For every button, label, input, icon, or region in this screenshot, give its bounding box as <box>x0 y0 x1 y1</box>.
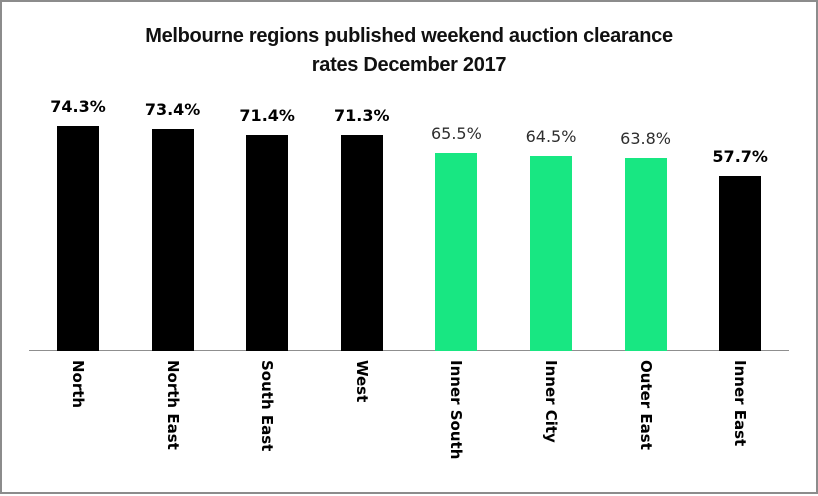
bar-inner-east <box>719 176 762 351</box>
value-label-north-east: 73.4% <box>144 100 201 119</box>
bar-west <box>340 135 383 351</box>
category-label-inner-city: Inner City <box>542 360 560 443</box>
bar-south-east <box>246 135 289 351</box>
x-axis-line <box>29 350 789 351</box>
value-label-west: 71.3% <box>334 106 390 125</box>
chart-title-line-2: rates December 2017 <box>311 54 507 76</box>
value-label-inner-south: 65.5% <box>430 124 482 143</box>
value-label-inner-city: 64.5% <box>525 127 577 146</box>
bar-outer-east <box>624 158 667 351</box>
value-label-south-east: 71.4% <box>239 106 295 125</box>
value-label-outer-east: 63.8% <box>620 129 671 148</box>
category-label-north: North <box>69 360 87 409</box>
bar-inner-city <box>530 156 572 351</box>
category-label-west: West <box>352 360 371 403</box>
bar-north-east <box>151 129 194 351</box>
category-label-inner-east: Inner East <box>731 360 750 447</box>
bar-north <box>57 126 99 351</box>
chart-title: Melbourne regions published weekend auct… <box>2 22 816 80</box>
value-label-north: 74.3% <box>50 97 106 116</box>
category-label-outer-east: Outer East <box>636 360 655 450</box>
bar-inner-south <box>435 153 478 351</box>
chart-title-line-1: Melbourne regions published weekend auct… <box>145 25 673 47</box>
value-label-inner-east: 57.7% <box>712 147 768 166</box>
category-label-inner-south: Inner South <box>447 360 466 460</box>
category-label-north-east: North East <box>163 360 182 450</box>
category-label-south-east: South East <box>258 360 277 452</box>
